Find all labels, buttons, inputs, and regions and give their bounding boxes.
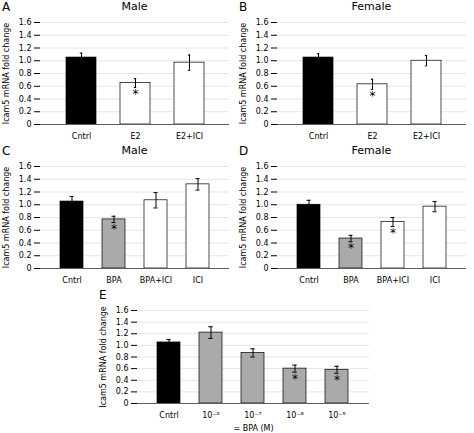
svg-text:0.2: 0.2 xyxy=(256,251,269,260)
svg-text:*: * xyxy=(390,226,396,240)
svg-text:0.6: 0.6 xyxy=(256,82,269,91)
svg-text:Cntrl: Cntrl xyxy=(62,276,81,285)
svg-text:10⁻⁵: 10⁻⁵ xyxy=(328,411,346,420)
svg-text:E2: E2 xyxy=(367,132,377,141)
svg-text:E2: E2 xyxy=(130,132,140,141)
html-text:Male: Male xyxy=(121,144,148,157)
svg-text:0.6: 0.6 xyxy=(116,364,129,373)
svg-text:1.0: 1.0 xyxy=(256,200,269,209)
svg-text:0.2: 0.2 xyxy=(256,107,269,116)
svg-text:0: 0 xyxy=(263,264,268,273)
svg-text:0.4: 0.4 xyxy=(256,95,269,104)
svg-text:= BPA (M): = BPA (M) xyxy=(233,424,273,433)
svg-text:1.0: 1.0 xyxy=(19,200,32,209)
svg-text:0: 0 xyxy=(26,264,31,273)
svg-text:0.8: 0.8 xyxy=(19,213,32,222)
svg-text:Icam5 mRNA fold change: Icam5 mRNA fold change xyxy=(239,167,248,269)
svg-text:BPA+ICI: BPA+ICI xyxy=(377,276,409,285)
svg-text:0.2: 0.2 xyxy=(19,107,32,116)
html-text:C: C xyxy=(2,144,11,158)
svg-text:*: * xyxy=(111,222,117,236)
svg-text:1.2: 1.2 xyxy=(19,188,32,197)
svg-text:0.4: 0.4 xyxy=(19,95,32,104)
svg-text:0.8: 0.8 xyxy=(256,213,269,222)
html-text:A: A xyxy=(2,0,11,14)
svg-text:Icam5 mRNA fold change: Icam5 mRNA fold change xyxy=(239,23,248,125)
html-text:Female: Female xyxy=(351,0,392,13)
svg-text:Cntrl: Cntrl xyxy=(159,411,178,420)
svg-text:1.2: 1.2 xyxy=(19,44,32,53)
svg-text:1.6: 1.6 xyxy=(256,162,269,171)
svg-text:0.2: 0.2 xyxy=(116,387,129,396)
svg-text:0.8: 0.8 xyxy=(116,353,129,362)
svg-text:1.6: 1.6 xyxy=(19,18,32,27)
svg-text:*: * xyxy=(334,373,340,387)
html-text:Male: Male xyxy=(121,0,148,13)
svg-text:*: * xyxy=(133,87,139,101)
svg-text:Icam5 mRNA fold change: Icam5 mRNA fold change xyxy=(99,306,108,408)
svg-text:0.6: 0.6 xyxy=(19,226,32,235)
svg-text:1.2: 1.2 xyxy=(116,329,129,338)
svg-text:0.6: 0.6 xyxy=(256,226,269,235)
svg-text:1.2: 1.2 xyxy=(256,44,269,53)
svg-text:0.4: 0.4 xyxy=(19,239,32,248)
svg-text:Icam5 mRNA fold change: Icam5 mRNA fold change xyxy=(2,23,11,125)
html-text:E: E xyxy=(99,288,107,302)
svg-text:1.6: 1.6 xyxy=(256,18,269,27)
svg-text:10⁻⁶: 10⁻⁶ xyxy=(202,411,220,420)
svg-text:1.4: 1.4 xyxy=(19,31,32,40)
svg-text:ICI: ICI xyxy=(430,276,440,285)
svg-text:0: 0 xyxy=(26,120,31,129)
svg-text:BPA: BPA xyxy=(343,276,359,285)
svg-text:1.4: 1.4 xyxy=(116,318,129,327)
svg-text:Cntrl: Cntrl xyxy=(309,132,328,141)
svg-text:1.4: 1.4 xyxy=(256,175,269,184)
svg-text:0.8: 0.8 xyxy=(19,69,32,78)
svg-text:1.6: 1.6 xyxy=(116,306,129,315)
svg-text:ICI: ICI xyxy=(193,276,203,285)
html-text:Female: Female xyxy=(351,144,392,157)
svg-text:*: * xyxy=(370,89,376,103)
html-text:D: D xyxy=(239,144,249,158)
svg-text:BPA+ICI: BPA+ICI xyxy=(140,276,172,285)
svg-text:0.4: 0.4 xyxy=(256,239,269,248)
svg-text:BPA: BPA xyxy=(106,276,122,285)
svg-text:Cntrl: Cntrl xyxy=(72,132,91,141)
svg-text:1.6: 1.6 xyxy=(19,162,32,171)
svg-text:0.4: 0.4 xyxy=(116,376,129,385)
svg-text:0.2: 0.2 xyxy=(19,251,32,260)
svg-text:10⁻⁸: 10⁻⁸ xyxy=(286,411,304,420)
svg-text:1.2: 1.2 xyxy=(256,188,269,197)
svg-text:Cntrl: Cntrl xyxy=(299,276,318,285)
svg-text:1.4: 1.4 xyxy=(19,175,32,184)
svg-text:E2+ICI: E2+ICI xyxy=(176,132,203,141)
svg-text:1.0: 1.0 xyxy=(19,56,32,65)
svg-text:0: 0 xyxy=(123,399,128,408)
svg-text:*: * xyxy=(348,241,354,255)
html-text:B: B xyxy=(239,0,248,14)
svg-text:10⁻⁷: 10⁻⁷ xyxy=(244,411,262,420)
svg-text:1.0: 1.0 xyxy=(256,56,269,65)
svg-text:E2+ICI: E2+ICI xyxy=(413,132,440,141)
svg-text:0: 0 xyxy=(263,120,268,129)
svg-text:1.4: 1.4 xyxy=(256,31,269,40)
svg-text:0.8: 0.8 xyxy=(256,69,269,78)
svg-text:Icam5 mRNA fold change: Icam5 mRNA fold change xyxy=(2,167,11,269)
svg-text:0.6: 0.6 xyxy=(19,82,32,91)
svg-text:1.0: 1.0 xyxy=(116,341,129,350)
svg-text:*: * xyxy=(292,372,298,386)
